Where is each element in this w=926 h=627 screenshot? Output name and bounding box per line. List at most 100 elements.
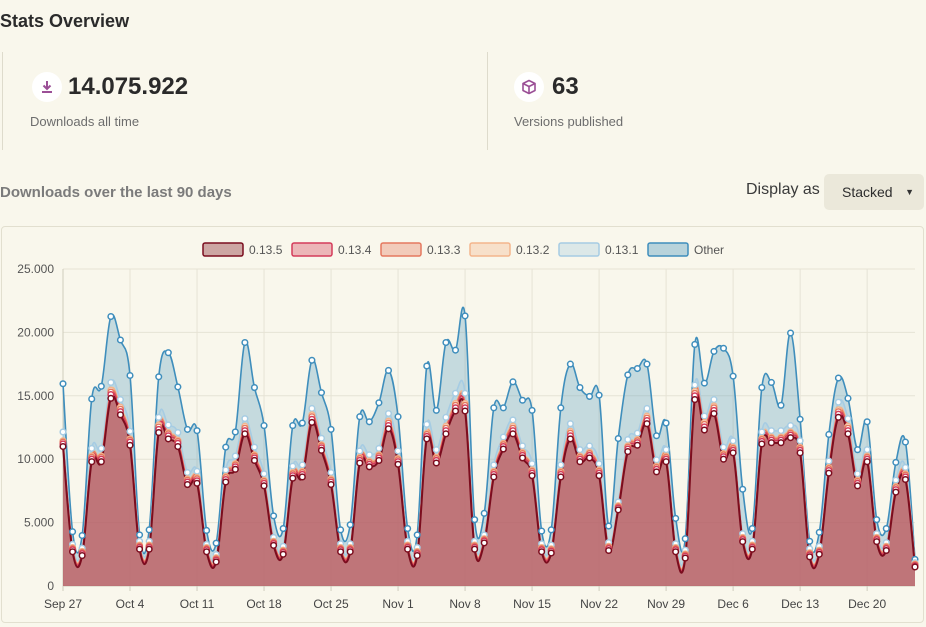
data-point (346, 548, 354, 556)
data-point (461, 312, 469, 320)
data-point (480, 509, 488, 517)
data-point (222, 443, 230, 451)
chart-section-title: Downloads over the last 90 days (0, 184, 232, 201)
package-icon (514, 72, 544, 102)
data-point (815, 550, 823, 558)
data-point (624, 435, 632, 444)
data-point (633, 364, 641, 373)
data-point (825, 430, 833, 439)
data-point (279, 525, 287, 533)
legend-label: 0.13.1 (605, 243, 639, 257)
data-point (585, 392, 594, 400)
data-point (375, 456, 383, 465)
data-point (337, 548, 345, 556)
data-point (854, 446, 862, 454)
data-point (834, 413, 842, 421)
downloads-stat: 14.075.922 Downloads all time (2, 52, 488, 150)
data-point (193, 479, 201, 487)
data-point (145, 545, 153, 553)
data-point (136, 531, 144, 539)
data-point (260, 482, 268, 490)
data-point (480, 539, 488, 547)
display-as-label: Display as (746, 181, 820, 198)
data-point (614, 506, 622, 514)
data-point (365, 418, 373, 426)
legend-label: 0.13.3 (427, 243, 461, 257)
data-point (260, 470, 268, 478)
legend-item: Other (647, 242, 724, 257)
x-tick-label: Dec 13 (781, 597, 819, 611)
data-point (834, 398, 842, 406)
display-mode-value: Stacked (842, 184, 893, 200)
legend-swatch (202, 242, 244, 257)
data-point (174, 383, 182, 391)
data-point (298, 473, 306, 481)
x-tick-label: Nov 8 (449, 597, 481, 611)
data-point (892, 476, 900, 484)
data-point (203, 526, 211, 535)
data-point (116, 336, 124, 344)
data-point (518, 396, 527, 404)
data-point (471, 516, 479, 524)
data-point (595, 460, 603, 468)
data-point (270, 541, 278, 549)
data-point (566, 435, 574, 443)
data-point (193, 467, 201, 475)
data-point (547, 549, 555, 557)
data-point (825, 457, 833, 465)
data-point (375, 399, 383, 407)
legend-item: 0.13.4 (291, 242, 372, 257)
data-point (260, 422, 268, 430)
data-point (279, 550, 287, 558)
data-point (499, 433, 507, 441)
data-point (423, 362, 431, 370)
data-point (624, 448, 632, 456)
data-point (700, 426, 708, 434)
data-point (250, 384, 259, 392)
display-mode-select[interactable]: Stacked ▼ (824, 174, 924, 210)
data-point (777, 401, 785, 409)
data-point (174, 442, 182, 451)
data-point (442, 430, 450, 438)
data-point (662, 446, 670, 454)
data-point (155, 373, 163, 381)
x-tick-label: Oct 25 (313, 597, 349, 611)
data-point (719, 443, 728, 451)
data-point (461, 407, 469, 415)
data-point (528, 406, 536, 414)
data-point (289, 422, 297, 430)
data-point (710, 396, 718, 404)
data-point (413, 531, 421, 539)
data-point (806, 537, 814, 545)
data-point (490, 473, 498, 481)
data-point (183, 468, 191, 477)
x-tick-label: Oct 4 (116, 597, 145, 611)
data-point (557, 473, 565, 481)
data-point (509, 430, 517, 438)
data-point (748, 525, 756, 533)
data-point (547, 526, 555, 534)
y-tick-label: 0 (47, 579, 54, 593)
data-point (289, 474, 297, 482)
data-point (882, 546, 890, 555)
data-point (499, 404, 507, 412)
data-point (739, 485, 747, 493)
data-point (356, 459, 364, 467)
data-point (308, 356, 316, 364)
data-point (145, 526, 153, 534)
area-0-13-4 (63, 389, 915, 586)
legend-swatch (380, 242, 422, 257)
legend-item: 0.13.1 (558, 242, 639, 257)
x-tick-label: Nov 15 (513, 597, 551, 611)
data-point (662, 458, 670, 466)
data-point (719, 344, 728, 352)
data-point (605, 546, 613, 555)
x-tick-label: Dec 6 (717, 597, 749, 611)
data-point (710, 410, 718, 418)
data-point (624, 371, 632, 379)
data-point (183, 425, 191, 433)
data-point (384, 410, 393, 418)
data-point (155, 413, 163, 421)
legend-label: Other (694, 243, 724, 257)
x-tick-label: Oct 11 (180, 597, 215, 611)
